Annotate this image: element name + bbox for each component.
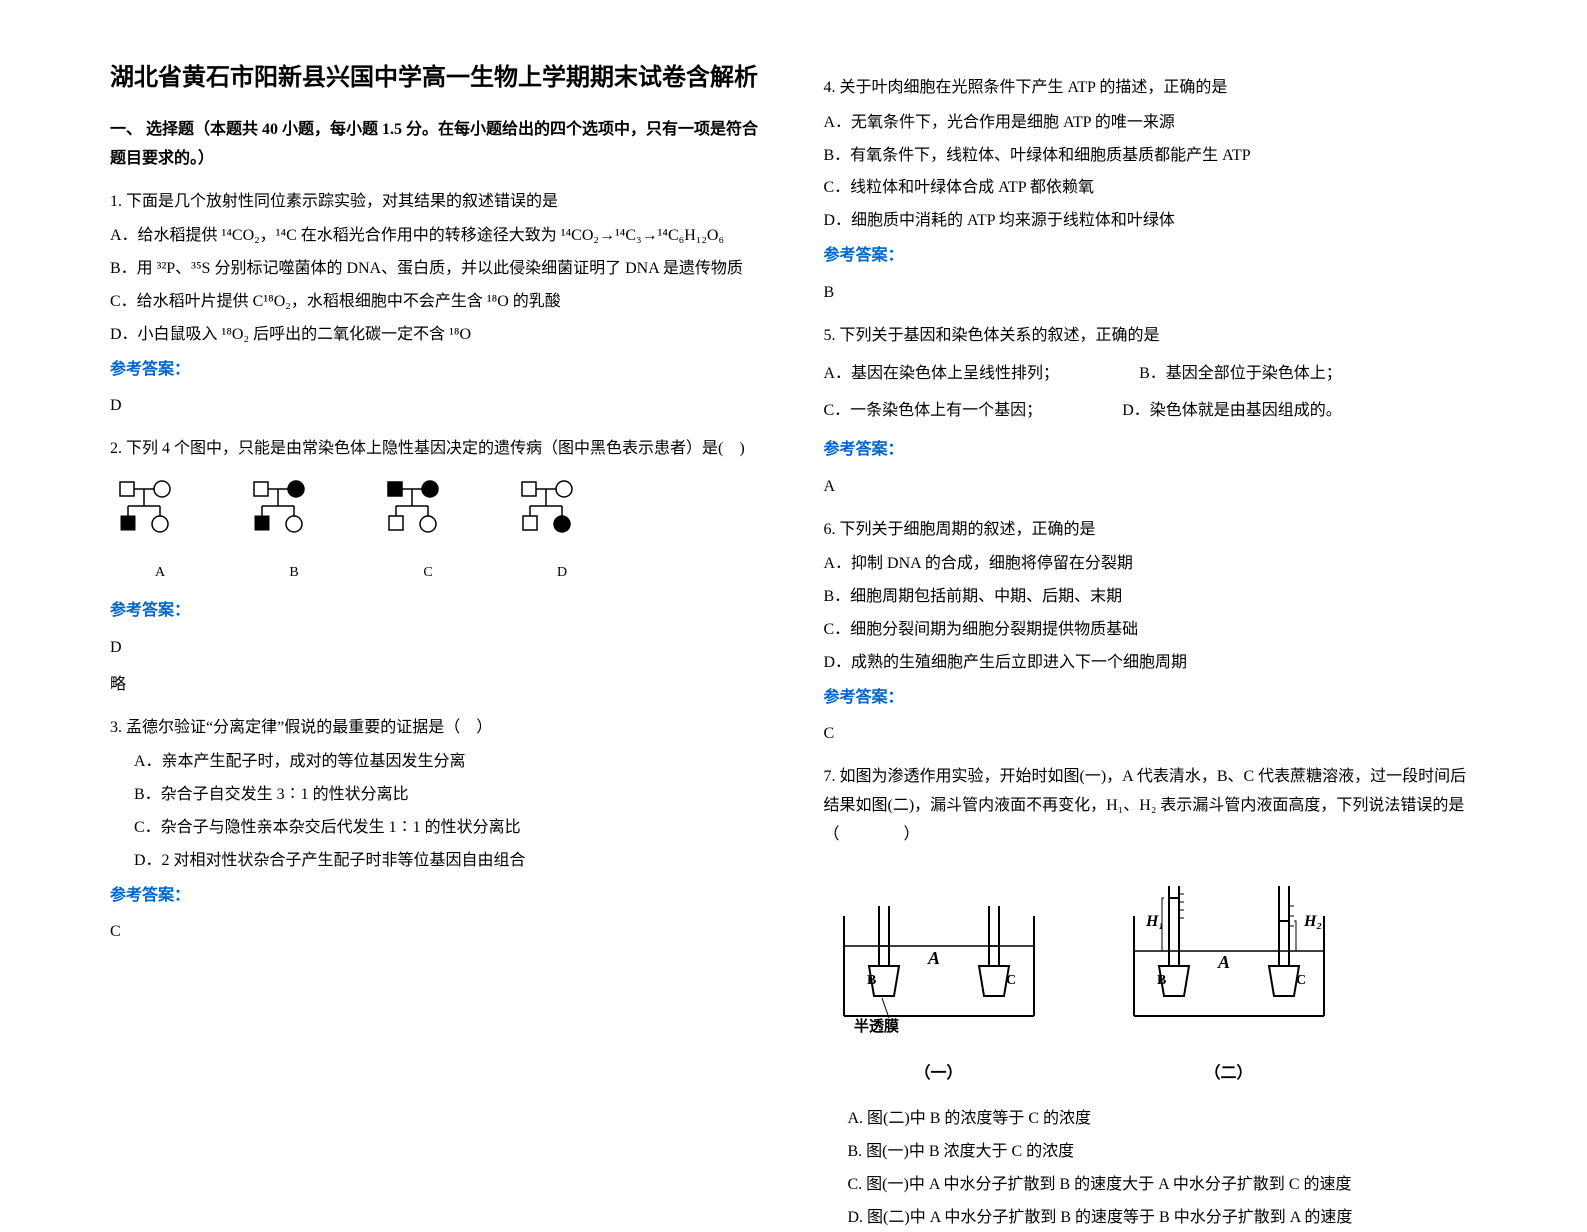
q5-opt-b: B．基因全部位于染色体上； bbox=[1139, 360, 1342, 389]
ped-d-label: D bbox=[557, 560, 567, 585]
q2-answer-label: 参考答案： bbox=[110, 597, 764, 626]
pedigree-a: A bbox=[110, 476, 210, 585]
q6-opt-c: C．细胞分裂间期为细胞分裂期提供物质基础 bbox=[824, 616, 1478, 645]
osm2-h2: H₂ bbox=[1303, 913, 1322, 930]
question-1: 1. 下面是几个放射性同位素示踪实验，对其结果的叙述错误的是 A．给水稻提供 ¹… bbox=[110, 188, 764, 422]
section-1-header: 一、 选择题（本题共 40 小题，每小题 1.5 分。在每小题给出的四个选项中，… bbox=[110, 116, 764, 174]
q3-answer: C bbox=[110, 918, 764, 947]
q3-stem: 3. 孟德尔验证“分离定律”假说的最重要的证据是（ ） bbox=[110, 714, 764, 743]
pedigree-d-svg bbox=[512, 476, 612, 556]
q1-opt-c: C．给水稻叶片提供 C¹⁸O₂，水稻根细胞中不会产生含 ¹⁸O 的乳酸 bbox=[110, 288, 764, 317]
q3-opt-d: D．2 对相对性状杂合子产生配子时非等位基因自由组合 bbox=[110, 847, 764, 876]
osm1-c-label: C bbox=[1006, 973, 1016, 988]
pedigree-diagrams: A B bbox=[110, 476, 764, 585]
q6-answer-label: 参考答案： bbox=[824, 684, 1478, 713]
q1-answer: D bbox=[110, 392, 764, 421]
osmosis-fig-2: H₁ H₂ A B C （二） bbox=[1114, 866, 1344, 1090]
pedigree-b: B bbox=[244, 476, 344, 585]
osm2-a-label: A bbox=[1216, 952, 1229, 972]
question-7: 7. 如图为渗透作用实验，开始时如图(一)，A 代表清水，B、C 代表蔗糖溶液，… bbox=[824, 763, 1478, 1232]
ped-b-label: B bbox=[289, 560, 298, 585]
right-column: 4. 关于叶肉细胞在光照条件下产生 ATP 的描述，正确的是 A．无氧条件下，光… bbox=[794, 60, 1508, 1062]
q5-opt-d: D．染色体就是由基因组成的。 bbox=[1122, 397, 1342, 426]
question-3: 3. 孟德尔验证“分离定律”假说的最重要的证据是（ ） A．亲本产生配子时，成对… bbox=[110, 714, 764, 948]
osmosis-diagrams: A B C 半透膜 （一） bbox=[824, 866, 1478, 1090]
osm1-caption: （一） bbox=[824, 1060, 1054, 1089]
q7-opt-d: D. 图(二)中 A 中水分子扩散到 B 的速度等于 B 中水分子扩散到 A 的… bbox=[824, 1204, 1478, 1232]
q4-stem: 4. 关于叶肉细胞在光照条件下产生 ATP 的描述，正确的是 bbox=[824, 74, 1478, 103]
q5-answer: A bbox=[824, 473, 1478, 502]
osm2-h1: H₁ bbox=[1145, 913, 1164, 930]
osm1-a-label: A bbox=[926, 948, 939, 968]
q2-note: 略 bbox=[110, 671, 764, 700]
q3-opt-a: A．亲本产生配子时，成对的等位基因发生分离 bbox=[110, 748, 764, 777]
pedigree-d: D bbox=[512, 476, 612, 585]
q3-answer-label: 参考答案： bbox=[110, 882, 764, 911]
osm2-b-label: B bbox=[1157, 973, 1166, 988]
question-5: 5. 下列关于基因和染色体关系的叙述，正确的是 A．基因在染色体上呈线性排列； … bbox=[824, 322, 1478, 502]
q4-opt-a: A．无氧条件下，光合作用是细胞 ATP 的唯一来源 bbox=[824, 109, 1478, 138]
q1-opt-a: A．给水稻提供 ¹⁴CO₂，¹⁴C 在水稻光合作用中的转移途径大致为 ¹⁴CO₂… bbox=[110, 222, 764, 251]
q7-opt-a: A. 图(二)中 B 的浓度等于 C 的浓度 bbox=[824, 1105, 1478, 1134]
q7-opt-c: C. 图(一)中 A 中水分子扩散到 B 的速度大于 A 中水分子扩散到 C 的… bbox=[824, 1171, 1478, 1200]
q6-answer: C bbox=[824, 720, 1478, 749]
q1-opt-d: D．小白鼠吸入 ¹⁸O₂ 后呼出的二氧化碳一定不含 ¹⁸O bbox=[110, 321, 764, 350]
left-column: 湖北省黄石市阳新县兴国中学高一生物上学期期末试卷含解析 一、 选择题（本题共 4… bbox=[80, 60, 794, 1062]
q6-opt-a: A．抑制 DNA 的合成，细胞将停留在分裂期 bbox=[824, 550, 1478, 579]
q1-stem: 1. 下面是几个放射性同位素示踪实验，对其结果的叙述错误的是 bbox=[110, 188, 764, 217]
q6-stem: 6. 下列关于细胞周期的叙述，正确的是 bbox=[824, 516, 1478, 545]
pedigree-a-svg bbox=[110, 476, 210, 556]
doc-title: 湖北省黄石市阳新县兴国中学高一生物上学期期末试卷含解析 bbox=[110, 60, 764, 96]
q2-stem: 2. 下列 4 个图中，只能是由常染色体上隐性基因决定的遗传病（图中黑色表示患者… bbox=[110, 435, 764, 464]
q6-opt-d: D．成熟的生殖细胞产生后立即进入下一个细胞周期 bbox=[824, 649, 1478, 678]
q5-opt-a: A．基因在染色体上呈线性排列； bbox=[824, 360, 1060, 389]
pedigree-b-svg bbox=[244, 476, 344, 556]
osmosis-1-svg: A B C 半透膜 bbox=[824, 866, 1054, 1046]
q7-opt-b: B. 图(一)中 B 浓度大于 C 的浓度 bbox=[824, 1138, 1478, 1167]
q4-opt-d: D．细胞质中消耗的 ATP 均来源于线粒体和叶绿体 bbox=[824, 207, 1478, 236]
q1-answer-label: 参考答案： bbox=[110, 356, 764, 385]
pedigree-c: C bbox=[378, 476, 478, 585]
ped-a-label: A bbox=[155, 560, 165, 585]
q4-answer-label: 参考答案： bbox=[824, 242, 1478, 271]
osmosis-fig-1: A B C 半透膜 （一） bbox=[824, 866, 1054, 1090]
q5-answer-label: 参考答案： bbox=[824, 436, 1478, 465]
question-2: 2. 下列 4 个图中，只能是由常染色体上隐性基因决定的遗传病（图中黑色表示患者… bbox=[110, 435, 764, 699]
osm2-c-label: C bbox=[1296, 973, 1306, 988]
q3-opt-c: C．杂合子与隐性亲本杂交后代发生 1∶1 的性状分离比 bbox=[110, 814, 764, 843]
q7-stem: 7. 如图为渗透作用实验，开始时如图(一)，A 代表清水，B、C 代表蔗糖溶液，… bbox=[824, 763, 1478, 849]
question-4: 4. 关于叶肉细胞在光照条件下产生 ATP 的描述，正确的是 A．无氧条件下，光… bbox=[824, 74, 1478, 308]
q5-stem: 5. 下列关于基因和染色体关系的叙述，正确的是 bbox=[824, 322, 1478, 351]
q1-opt-b: B．用 ³²P、³⁵S 分别标记噬菌体的 DNA、蛋白质，并以此侵染细菌证明了 … bbox=[110, 255, 764, 284]
q3-opt-b: B．杂合子自交发生 3∶1 的性状分离比 bbox=[110, 781, 764, 810]
pedigree-c-svg bbox=[378, 476, 478, 556]
ped-c-label: C bbox=[423, 560, 432, 585]
q4-opt-b: B．有氧条件下，线粒体、叶绿体和细胞质基质都能产生 ATP bbox=[824, 142, 1478, 171]
q5-opt-c: C．一条染色体上有一个基因； bbox=[824, 397, 1043, 426]
osm2-caption: （二） bbox=[1114, 1060, 1344, 1089]
q4-opt-c: C．线粒体和叶绿体合成 ATP 都依赖氧 bbox=[824, 174, 1478, 203]
q2-answer: D bbox=[110, 634, 764, 663]
osmosis-2-svg: H₁ H₂ A B C bbox=[1114, 866, 1344, 1046]
question-6: 6. 下列关于细胞周期的叙述，正确的是 A．抑制 DNA 的合成，细胞将停留在分… bbox=[824, 516, 1478, 750]
q6-opt-b: B．细胞周期包括前期、中期、后期、末期 bbox=[824, 583, 1478, 612]
osm1-membrane: 半透膜 bbox=[854, 1017, 899, 1035]
osm1-b-label: B bbox=[867, 973, 876, 988]
q4-answer: B bbox=[824, 279, 1478, 308]
